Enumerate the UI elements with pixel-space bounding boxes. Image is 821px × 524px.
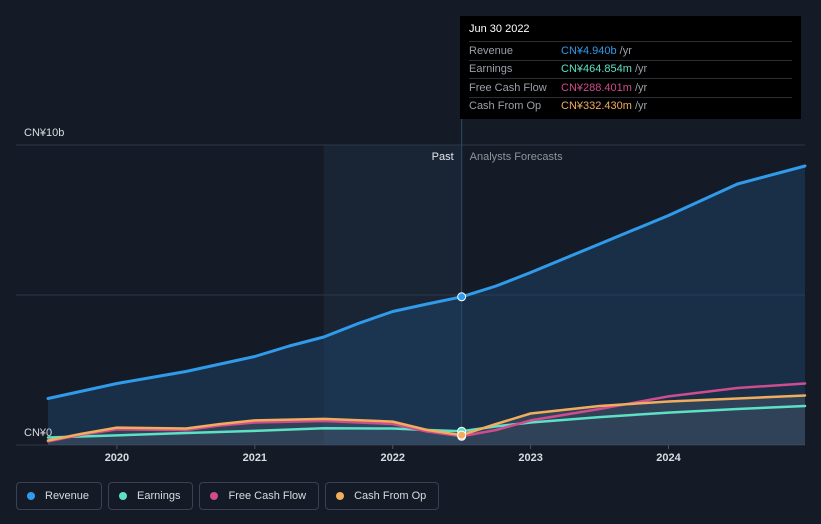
- tooltip-label: Free Cash Flow: [469, 81, 547, 94]
- cash-from-op-marker: [457, 430, 467, 440]
- legend-item-earnings[interactable]: Earnings: [108, 482, 194, 510]
- tooltip: Jun 30 2022 Revenue CN¥4.940b /yr Earnin…: [460, 16, 801, 119]
- tooltip-value: CN¥464.854m: [561, 63, 632, 76]
- tooltip-row: Free Cash Flow CN¥288.401m /yr: [469, 78, 792, 97]
- earnings-dot-icon: [119, 492, 128, 500]
- legend-label: Earnings: [137, 490, 181, 502]
- highlight-markers: [457, 292, 467, 441]
- tooltip-value: CN¥332.430m: [561, 100, 632, 113]
- tooltip-value: CN¥4.940b: [561, 44, 617, 57]
- tooltip-unit: /yr: [634, 63, 648, 76]
- past-label: Past: [432, 151, 454, 163]
- x-tick-label: 2024: [656, 452, 681, 464]
- x-axis-ticks: 2020 2021 2022 2023 2024: [105, 445, 682, 464]
- tooltip-unit: /yr: [634, 81, 648, 94]
- tooltip-value: CN¥288.401m: [561, 81, 632, 94]
- tooltip-row: Revenue CN¥4.940b /yr: [469, 41, 792, 60]
- x-tick-label: 2021: [243, 452, 267, 464]
- legend-item-free-cash-flow[interactable]: Free Cash Flow: [199, 482, 320, 510]
- tooltip-label: Revenue: [469, 44, 514, 57]
- tooltip-row: Cash From Op CN¥332.430m /yr: [469, 96, 792, 116]
- tooltip-unit: /yr: [619, 44, 632, 57]
- legend-label: Free Cash Flow: [228, 490, 307, 502]
- legend-label: Cash From Op: [354, 490, 427, 502]
- tooltip-date: Jun 30 2022: [469, 23, 530, 35]
- legend-label: Revenue: [45, 490, 90, 502]
- legend-item-cash-from-op[interactable]: Cash From Op: [325, 482, 440, 510]
- cash-from-op-line: [46, 394, 807, 442]
- x-tick-label: 2023: [518, 452, 542, 464]
- tooltip-row: Earnings CN¥464.854m /yr: [469, 59, 792, 79]
- x-tick-label: 2022: [380, 452, 404, 464]
- legend-item-revenue[interactable]: Revenue: [16, 482, 103, 510]
- forecast-label: Analysts Forecasts: [470, 151, 563, 163]
- earnings-line: [46, 404, 807, 439]
- free-cash-flow-dot-icon: [210, 492, 219, 500]
- series-lines: [46, 164, 807, 443]
- revenue-line: [46, 164, 807, 400]
- cash-from-op-dot-icon: [336, 492, 345, 500]
- revenue-marker: [457, 292, 467, 302]
- tooltip-label: Cash From Op: [469, 100, 542, 113]
- y-axis-bottom-label: CN¥0: [24, 427, 52, 439]
- x-tick-label: 2020: [105, 452, 129, 464]
- tooltip-label: Earnings: [469, 63, 513, 76]
- tooltip-unit: /yr: [634, 100, 648, 113]
- revenue-dot-icon: [27, 492, 35, 500]
- y-axis-top-label: CN¥10b: [24, 127, 64, 139]
- legend: Revenue Earnings Free Cash Flow Cash Fro…: [16, 482, 440, 510]
